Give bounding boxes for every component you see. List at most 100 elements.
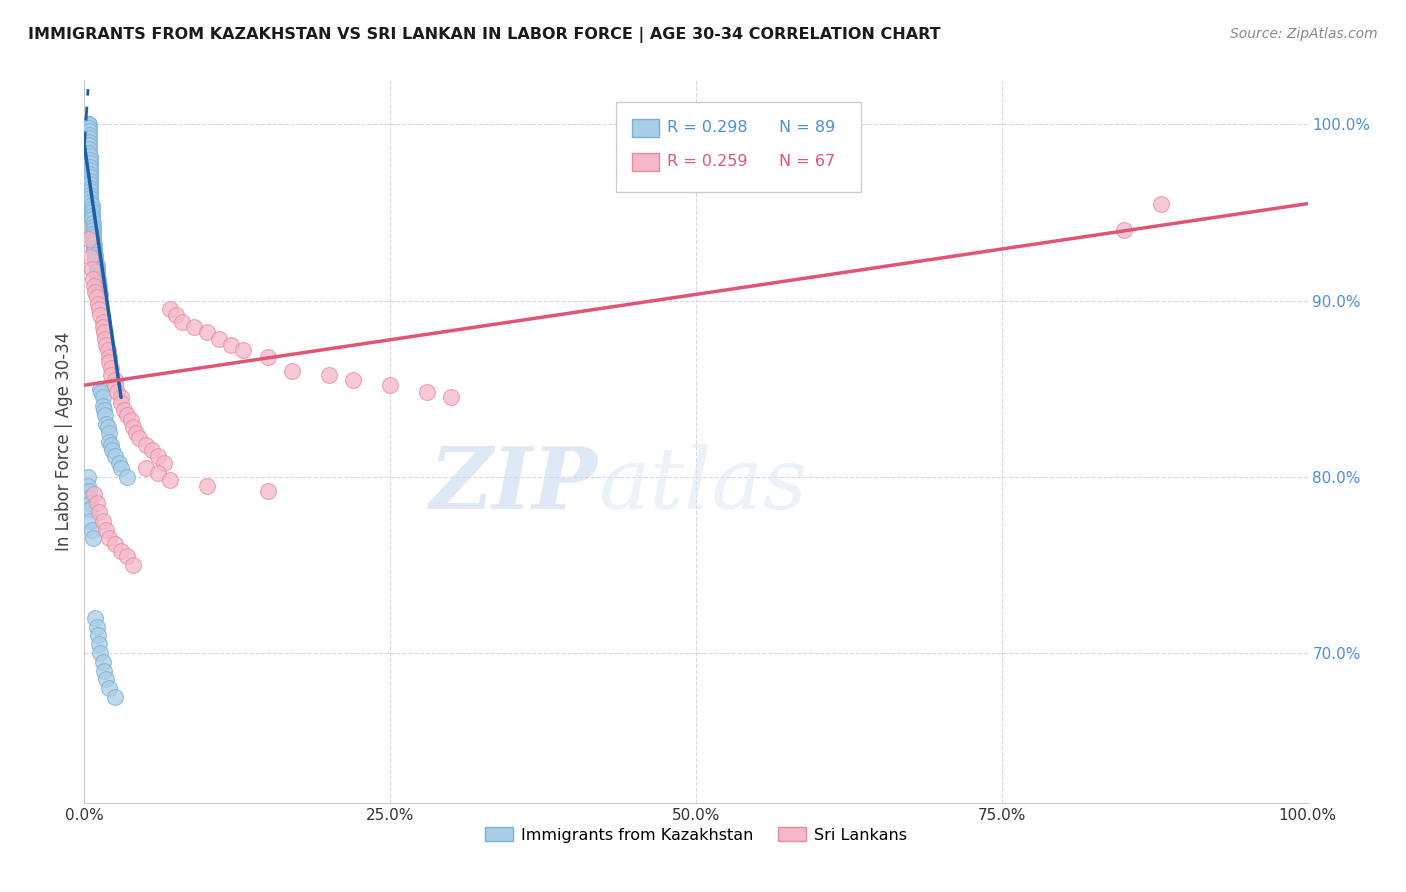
Point <box>93 326 115 340</box>
FancyBboxPatch shape <box>633 153 659 170</box>
Point <box>91 655 114 669</box>
Point <box>83 487 105 501</box>
Point <box>96 417 118 431</box>
Point <box>104 373 127 387</box>
Point <box>84 252 107 266</box>
Point <box>80 202 103 216</box>
Point <box>79 163 101 178</box>
Point <box>115 408 138 422</box>
Point <box>93 664 115 678</box>
Point <box>318 368 340 382</box>
Point <box>77 117 100 131</box>
Point <box>77 128 100 142</box>
Point <box>183 320 205 334</box>
Point <box>82 227 104 241</box>
Point <box>86 290 108 304</box>
Point <box>82 532 104 546</box>
Point <box>97 420 120 434</box>
Point <box>104 690 127 704</box>
Point <box>77 131 100 145</box>
Point <box>80 209 103 223</box>
Point <box>104 449 127 463</box>
Point <box>96 523 118 537</box>
Point <box>125 425 148 440</box>
Point <box>80 198 103 212</box>
Point <box>440 391 463 405</box>
Point <box>83 241 105 255</box>
Point <box>82 216 104 230</box>
Point <box>115 549 138 563</box>
Point <box>79 174 101 188</box>
Point <box>79 501 101 516</box>
Point <box>135 461 157 475</box>
Point <box>87 272 110 286</box>
Point <box>112 402 135 417</box>
Point <box>97 434 120 449</box>
Point <box>86 268 108 283</box>
Point <box>79 160 101 174</box>
Point <box>219 337 242 351</box>
Point <box>122 420 145 434</box>
Point <box>1150 196 1173 211</box>
Point <box>380 378 402 392</box>
Point <box>107 456 129 470</box>
Point <box>91 320 114 334</box>
Point <box>195 326 218 340</box>
Point <box>110 461 132 475</box>
Point <box>153 456 176 470</box>
Point <box>77 478 100 492</box>
Point <box>97 343 120 357</box>
Point <box>97 425 120 440</box>
Point <box>82 272 104 286</box>
Point <box>77 117 100 131</box>
Text: R = 0.259: R = 0.259 <box>666 153 747 169</box>
Point <box>77 135 100 149</box>
Text: Source: ZipAtlas.com: Source: ZipAtlas.com <box>1230 27 1378 41</box>
Legend: Immigrants from Kazakhstan, Sri Lankans: Immigrants from Kazakhstan, Sri Lankans <box>478 821 914 849</box>
Point <box>87 302 110 317</box>
Point <box>146 467 169 481</box>
Point <box>1114 223 1136 237</box>
Point <box>93 402 115 417</box>
Point <box>94 332 117 346</box>
Point <box>141 443 163 458</box>
Point <box>91 514 114 528</box>
Point <box>79 250 101 264</box>
Point <box>100 368 122 382</box>
Point <box>94 408 117 422</box>
Point <box>77 470 100 484</box>
Point <box>257 483 280 498</box>
Text: atlas: atlas <box>598 443 807 526</box>
Point <box>100 360 122 375</box>
Text: R = 0.298: R = 0.298 <box>666 120 747 135</box>
Point <box>281 364 304 378</box>
Point <box>77 483 100 498</box>
Point <box>79 191 101 205</box>
Point <box>79 178 101 192</box>
Point <box>87 297 110 311</box>
Text: N = 89: N = 89 <box>779 120 835 135</box>
Point <box>79 496 101 510</box>
Point <box>79 167 101 181</box>
Point <box>79 194 101 209</box>
Point <box>128 431 150 445</box>
Point <box>83 237 105 252</box>
Point <box>77 138 100 153</box>
Point <box>100 438 122 452</box>
Point <box>77 145 100 160</box>
Point <box>82 223 104 237</box>
FancyBboxPatch shape <box>616 102 860 193</box>
Point <box>77 142 100 156</box>
Point <box>89 286 111 301</box>
Point <box>110 396 132 410</box>
Point <box>83 244 105 259</box>
Point <box>77 117 100 131</box>
Point <box>87 276 110 290</box>
Point <box>79 184 101 198</box>
Point <box>82 234 104 248</box>
Point <box>104 378 127 392</box>
Point <box>120 413 142 427</box>
Point <box>91 399 114 413</box>
Point <box>87 279 110 293</box>
Point <box>159 473 181 487</box>
